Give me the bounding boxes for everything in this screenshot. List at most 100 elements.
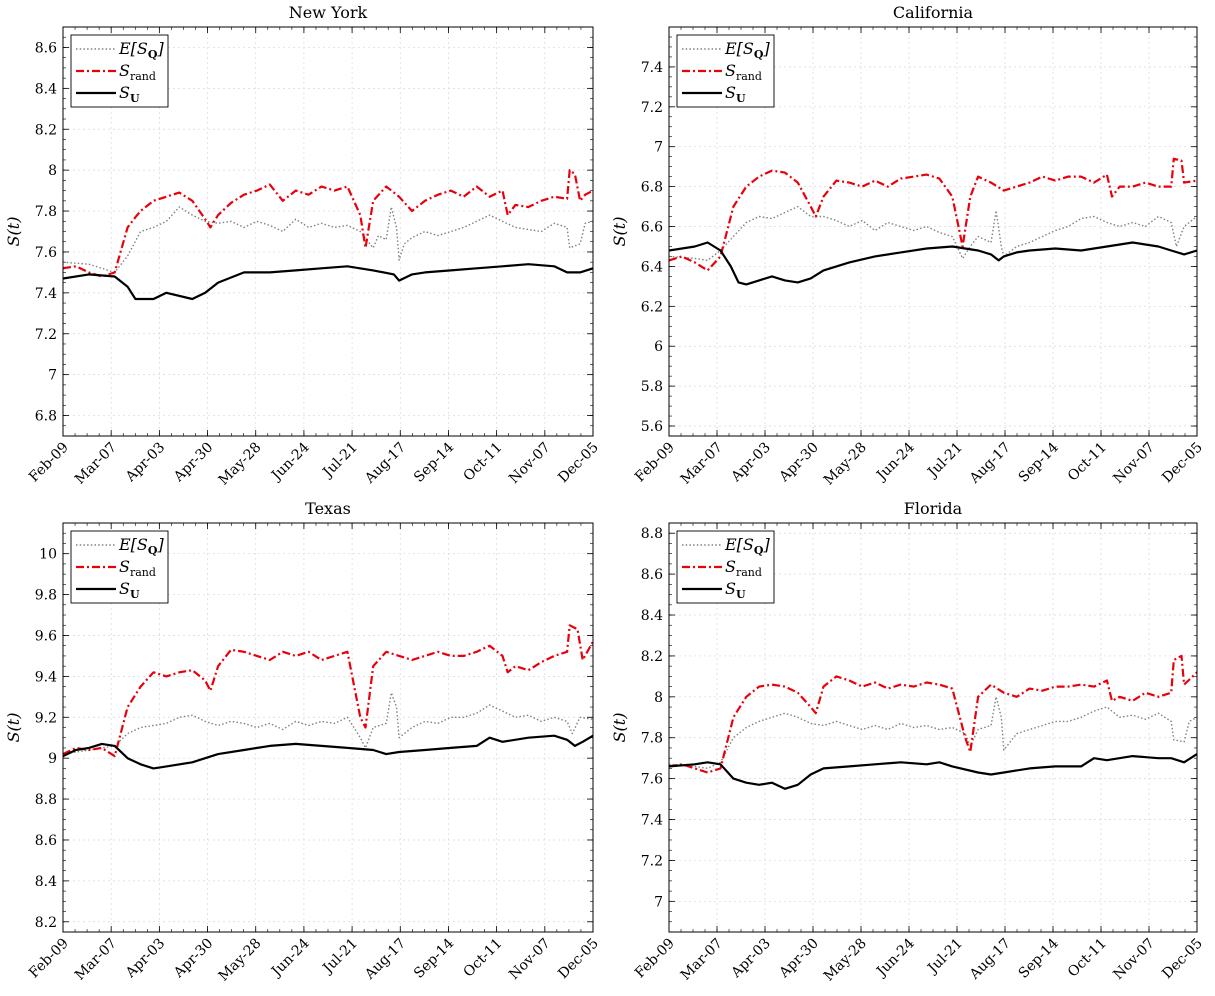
- x-tick-label: Apr-30: [170, 440, 216, 486]
- x-tick-label: Feb-09: [26, 936, 72, 982]
- y-tick-label: 7.6: [35, 245, 57, 261]
- x-tick-label: Apr-30: [170, 936, 216, 982]
- x-tick-label: Jul-21: [319, 936, 361, 978]
- chart-title: Texas: [305, 499, 351, 518]
- x-tick-label: Apr-03: [728, 440, 774, 486]
- x-tick-label: Dec-05: [1159, 936, 1206, 983]
- x-tick-label: Apr-30: [776, 936, 822, 982]
- legend-label-1: Srand: [119, 61, 156, 83]
- y-tick-label: 8.6: [35, 40, 57, 56]
- y-tick-label: 8: [48, 163, 57, 179]
- y-tick-label: 8.6: [641, 567, 663, 583]
- y-tick-label: 9.6: [35, 628, 57, 644]
- legend-label-1: Srand: [725, 557, 762, 579]
- x-tick-label: Nov-07: [506, 440, 553, 487]
- x-tick-label: May-28: [821, 440, 870, 489]
- y-tick-label: 8.2: [35, 915, 57, 931]
- legend-label-1: Srand: [725, 61, 762, 83]
- series-line-1: [63, 169, 593, 278]
- x-tick-label: Oct-11: [1065, 440, 1110, 485]
- y-tick-label: 7.4: [641, 60, 663, 76]
- x-tick-label: Jun-24: [267, 439, 312, 484]
- y-tick-label: 7.4: [35, 286, 57, 302]
- x-tick-label: May-28: [821, 936, 870, 985]
- x-tick-label: Aug-17: [361, 936, 409, 984]
- x-tick-label: May-28: [216, 440, 265, 489]
- y-tick-label: 5.8: [641, 379, 663, 395]
- y-tick-label: 6: [654, 339, 663, 355]
- x-tick-label: Mar-07: [72, 936, 120, 984]
- x-tick-label: Apr-03: [728, 936, 774, 982]
- y-tick-label: 6.4: [641, 259, 663, 275]
- y-axis-label: S(t): [4, 713, 23, 743]
- series-line-1: [669, 157, 1197, 272]
- chart-title: New York: [289, 3, 368, 22]
- y-tick-label: 8.6: [35, 833, 57, 849]
- y-tick-label: 8.4: [641, 608, 663, 624]
- y-tick-label: 8.4: [35, 81, 57, 97]
- x-tick-label: Dec-05: [1159, 440, 1206, 487]
- y-tick-label: 7: [48, 368, 57, 384]
- legend-label-0: E[SQ]: [724, 39, 770, 61]
- y-tick-label: 6.8: [35, 409, 57, 425]
- x-tick-label: Nov-07: [1110, 440, 1157, 487]
- x-tick-label: Sep-14: [1016, 439, 1062, 485]
- series-line-0: [63, 206, 593, 274]
- legend-label-2: SU: [725, 579, 746, 601]
- y-tick-label: 7.2: [641, 100, 663, 116]
- y-tick-label: 8.8: [641, 526, 663, 542]
- x-tick-label: May-28: [216, 936, 265, 985]
- series-line-2: [669, 241, 1197, 286]
- series-line-2: [669, 753, 1197, 790]
- series-line-0: [63, 692, 593, 755]
- x-tick-label: Oct-11: [461, 440, 506, 485]
- legend-label-0: E[SQ]: [118, 39, 164, 61]
- legend-label-1: Srand: [119, 557, 156, 579]
- legend-label-2: SU: [119, 579, 140, 601]
- x-tick-label: Jul-21: [924, 440, 966, 482]
- x-tick-label: Nov-07: [1110, 936, 1157, 983]
- x-tick-label: Oct-11: [461, 936, 506, 981]
- y-tick-label: 7.4: [641, 813, 663, 829]
- y-tick-label: 8: [654, 690, 663, 706]
- y-tick-label: 9: [48, 751, 57, 767]
- x-tick-label: Aug-17: [361, 440, 409, 488]
- y-tick-label: 7: [654, 894, 663, 910]
- plot-frame: [62, 26, 594, 437]
- x-tick-label: Feb-09: [26, 440, 72, 486]
- series-line-2: [63, 734, 593, 770]
- x-tick-label: Feb-09: [632, 440, 678, 486]
- y-axis-label: S(t): [4, 217, 23, 247]
- x-tick-label: Jun-24: [872, 439, 917, 484]
- y-tick-label: 9.2: [35, 710, 57, 726]
- y-tick-label: 8.2: [35, 122, 57, 138]
- x-tick-label: Aug-17: [966, 440, 1014, 488]
- y-axis-label: S(t): [610, 217, 629, 247]
- y-tick-label: 7: [654, 140, 663, 156]
- y-tick-label: 7.2: [641, 853, 663, 869]
- y-tick-label: 8.8: [35, 792, 57, 808]
- plot-frame: [668, 522, 1198, 933]
- y-tick-label: 8.2: [641, 649, 663, 665]
- x-tick-label: Feb-09: [632, 936, 678, 982]
- x-tick-label: Jul-21: [924, 936, 966, 978]
- y-tick-label: 6.8: [641, 180, 663, 196]
- x-tick-label: Dec-05: [555, 440, 602, 487]
- plot-frame: [62, 522, 594, 933]
- y-tick-label: 10: [39, 547, 57, 563]
- x-tick-label: Apr-03: [122, 936, 168, 982]
- x-tick-label: Sep-14: [1016, 935, 1062, 981]
- chart-panel-1: California S(t) Feb-09 Mar-07 Apr-03 Apr-30 Ma…: [610, 3, 1206, 488]
- x-tick-label: Jun-24: [267, 935, 312, 980]
- chart-panel-3: Florida S(t) Feb-09 Mar-07 Apr-03 Apr-30 May-2…: [610, 499, 1206, 984]
- x-tick-label: Mar-07: [72, 440, 120, 488]
- series-line-2: [63, 263, 593, 301]
- series-line-1: [669, 654, 1197, 774]
- x-tick-label: Nov-07: [506, 936, 553, 983]
- x-tick-label: Aug-17: [966, 936, 1014, 984]
- legend-label-0: E[SQ]: [118, 535, 164, 557]
